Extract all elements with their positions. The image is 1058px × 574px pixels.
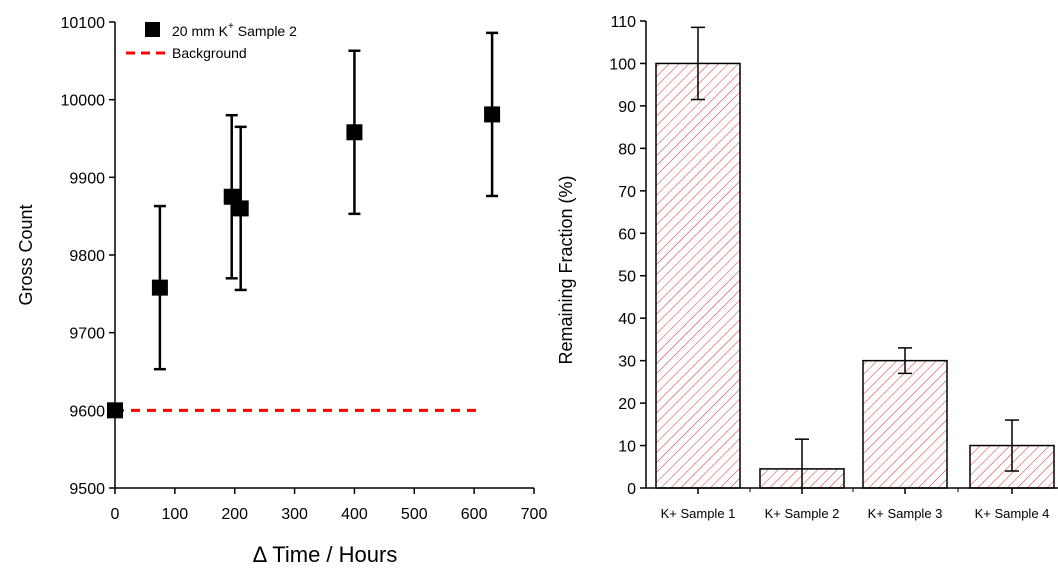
left-series (107, 31, 501, 419)
legend-label-tail: Sample 2 (234, 23, 297, 39)
left-x-tick-label: 700 (521, 506, 548, 523)
left-x-tick-label: 600 (461, 506, 488, 523)
bar (655, 62, 741, 489)
right-y-tick-label: 100 (609, 56, 636, 73)
left-x-ticks: 0 100 200 300 400 500 600 700 (111, 488, 548, 523)
right-x-tick-label: K+ Sample 1 (661, 506, 736, 521)
right-y-tick-label: 10 (618, 439, 636, 456)
left-x-tick-label: 200 (221, 506, 248, 523)
bar (862, 359, 948, 489)
right-y-tick-label: 90 (618, 99, 636, 116)
right-y-tick-label: 80 (618, 141, 636, 158)
right-y-tick-label: 110 (610, 14, 636, 31)
left-y-tick-label: 9600 (69, 403, 105, 420)
data-point-square (484, 106, 501, 123)
data-point-square (346, 124, 363, 141)
left-y-tick-label: 9900 (69, 170, 105, 187)
gross-count-scatter-chart: 9500 9600 9700 9800 9900 10000 10100 0 100 200 30… (16, 15, 547, 567)
right-y-tick-label: 20 (618, 396, 636, 413)
right-y-tick-label: 50 (618, 269, 636, 286)
right-x-ticks: K+ Sample 1 K+ Sample 2 K+ Sample 3 K+ Samp… (661, 488, 1050, 521)
right-y-tick-label: 60 (618, 226, 636, 243)
left-y-tick-label: 10000 (61, 93, 106, 110)
legend-label-background: Background (172, 45, 247, 61)
right-x-tick-label: K+ Sample 3 (868, 506, 943, 521)
right-y-tick-label: 30 (618, 354, 636, 371)
right-x-tick-label: K+ Sample 2 (765, 506, 840, 521)
left-x-tick-label: 500 (401, 506, 428, 523)
right-axes (645, 21, 1058, 489)
left-x-tick-label: 0 (111, 506, 120, 523)
left-legend: 20 mm K+ Sample 2 Background (126, 21, 297, 61)
data-point-square (107, 402, 123, 419)
left-x-tick-label: 100 (162, 506, 189, 523)
data-point-square (151, 279, 168, 296)
left-y-tick-label: 9800 (69, 248, 105, 265)
left-y-tick-label: 9700 (69, 326, 105, 343)
legend-label-main: 20 mm K (172, 23, 229, 39)
right-y-tick-label: 0 (627, 481, 636, 498)
left-axes (114, 22, 534, 489)
legend-marker-square (145, 22, 160, 37)
left-x-tick-label: 400 (341, 506, 368, 523)
right-y-axis-title: Remaining Fraction (%) (556, 175, 576, 364)
left-y-tick-label: 9500 (69, 481, 105, 498)
right-x-tick-label: K+ Sample 4 (975, 506, 1050, 521)
left-y-axis-title: Gross Count (16, 204, 36, 305)
data-point-square (232, 200, 249, 217)
left-y-ticks: 9500 9600 9700 9800 9900 10000 10100 (61, 15, 115, 498)
right-y-tick-label: 70 (618, 184, 636, 201)
left-x-tick-label: 300 (281, 506, 308, 523)
legend-label-superscript: + (228, 21, 234, 32)
right-y-ticks: 0 10 20 30 40 50 60 70 80 90 100 110 (609, 14, 646, 498)
left-y-tick-label: 10100 (61, 15, 106, 32)
right-bars (655, 26, 1055, 489)
legend-label-sample: 20 mm K+ Sample 2 (172, 21, 297, 39)
left-x-axis-title: Δ Time / Hours (253, 542, 398, 567)
right-y-tick-label: 40 (618, 311, 636, 328)
